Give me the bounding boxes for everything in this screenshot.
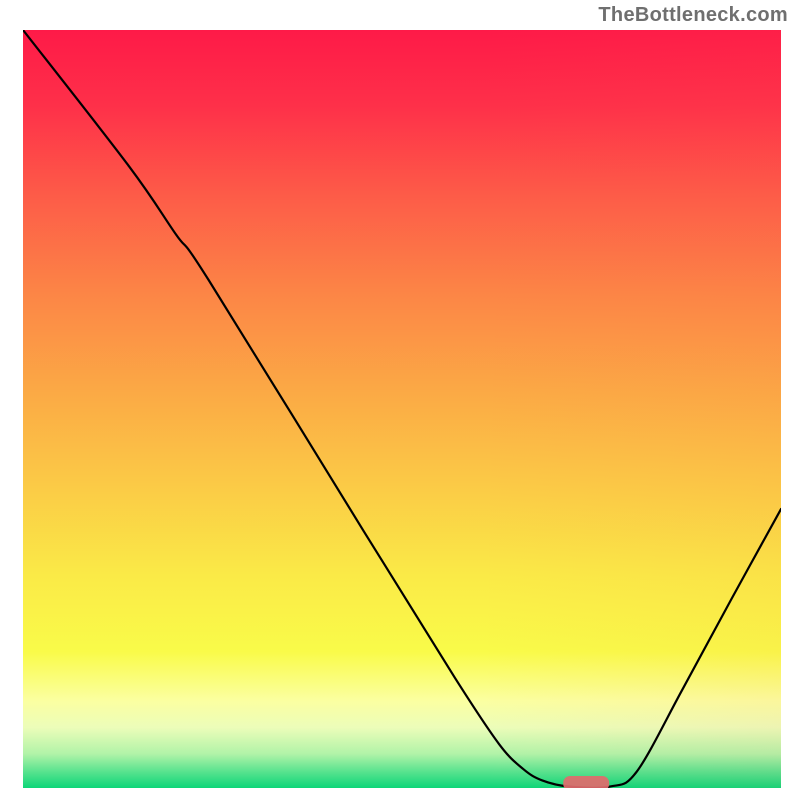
- optimal-marker: [563, 776, 609, 788]
- gradient-right-tint: [23, 30, 781, 788]
- bottleneck-chart: [23, 30, 781, 788]
- watermark-text: TheBottleneck.com: [598, 4, 788, 27]
